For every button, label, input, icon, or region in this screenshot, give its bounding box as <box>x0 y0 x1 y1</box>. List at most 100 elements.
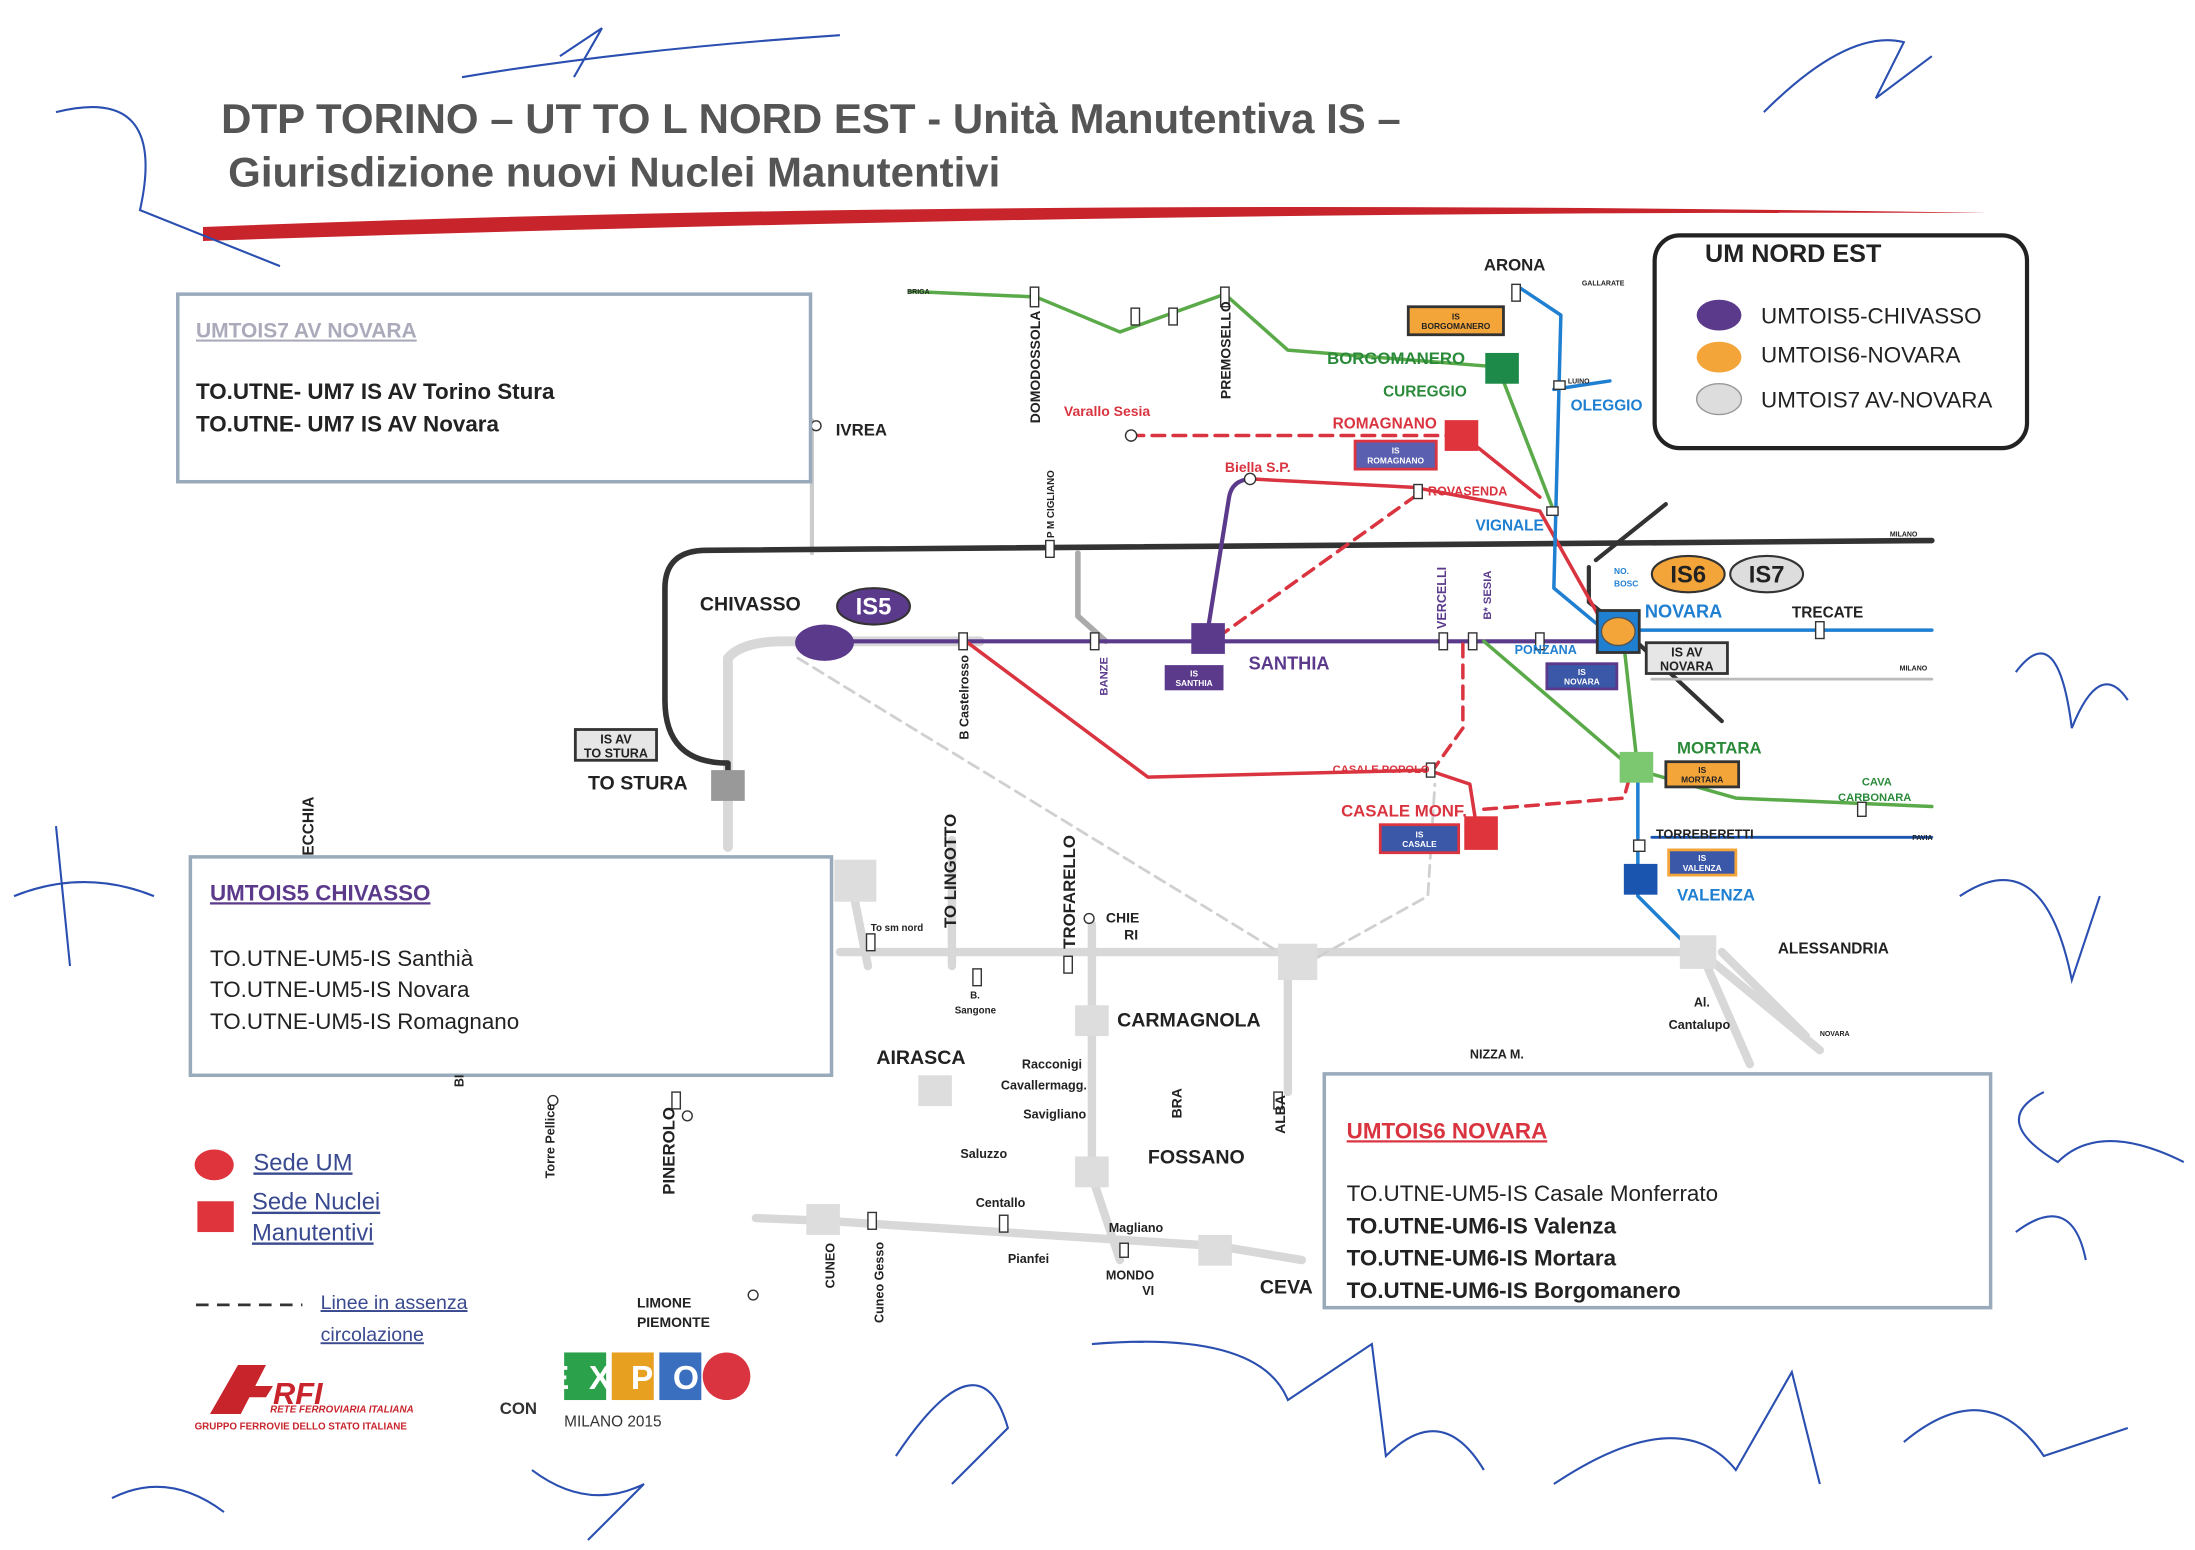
title: Giurisdizione nuovi Nuclei Manutentivi <box>228 148 1000 195</box>
station-label: TO STURA <box>588 773 688 795</box>
con: CON <box>500 1399 537 1418</box>
station-label: Cantalupo <box>1669 1018 1731 1032</box>
station-label: CAVA <box>1862 776 1892 788</box>
station-label: ROVASENDA <box>1428 485 1507 499</box>
rfi-group: GRUPPO FERROVIE DELLO STATO ITALIANE <box>195 1421 408 1432</box>
station-label: Varallo Sesia <box>1064 403 1151 419</box>
station-label: B* SESIA <box>1482 571 1494 620</box>
nucleus-label: SANTHIA <box>1175 678 1212 688</box>
station-label: BORGOMANERO <box>1327 349 1465 368</box>
panel-title: UMTOIS7 AV NOVARA <box>196 320 417 343</box>
station-label: ALESSANDRIA <box>1778 940 1889 957</box>
station-label: CARMAGNOLA <box>1117 1009 1261 1031</box>
station-label: ROMAGNANO <box>1333 416 1437 433</box>
station-label: Torre Pellice <box>543 1104 557 1179</box>
nucleus-label: BORGOMANERO <box>1421 321 1490 331</box>
legend-entry: UMTOIS5-CHIVASSO <box>1761 304 1981 329</box>
station-label: CARBONARA <box>1838 792 1911 804</box>
station-label: TORREBERETTI <box>1656 828 1754 842</box>
expo-city: MILANO 2015 <box>564 1414 661 1431</box>
station-label: VALENZA <box>1677 885 1755 904</box>
panel-item: TO.UTNE-UM5-IS Novara <box>210 977 470 1002</box>
nucleus-label: IS AV <box>600 733 632 747</box>
station-label: Racconigi <box>1022 1057 1082 1071</box>
nucleus-label: NOVARA <box>1564 677 1600 687</box>
station-label: Cuneo Gesso <box>872 1242 886 1323</box>
station-label: Saluzzo <box>960 1147 1007 1161</box>
station-label: PONZANA <box>1515 643 1577 657</box>
badge-label: IS5 <box>856 594 892 621</box>
station-label: Centallo <box>976 1196 1026 1210</box>
station-label: VI <box>1142 1284 1154 1298</box>
expo-logo: EXPO <box>547 1360 719 1397</box>
station-label: CHIE <box>1106 910 1139 926</box>
station-label: LUINO <box>1568 379 1590 386</box>
um-legend: UM NORD EST UMTOIS5-CHIVASSO UMTOIS6-NOV… <box>1655 235 2027 448</box>
legend-title: UM NORD EST <box>1705 240 1882 268</box>
legend-label: Manutentivi <box>252 1219 374 1246</box>
station-label: NIZZA M. <box>1470 1047 1524 1061</box>
legend-label: circolazione <box>321 1324 424 1346</box>
station-label: MILANO <box>1890 531 1918 538</box>
station-label: Savigliano <box>1023 1108 1086 1122</box>
station-label: LIMONE <box>637 1295 691 1311</box>
station-label: AIRASCA <box>876 1047 965 1069</box>
nucleus-label: IS AV <box>1671 646 1703 660</box>
station-label: CUNEO <box>823 1243 837 1289</box>
station-label: BRIGA <box>907 289 930 296</box>
station-label: To sm nord <box>871 923 924 934</box>
station-label: MONDO <box>1106 1269 1154 1283</box>
station-label: NOVARA <box>1820 1031 1850 1038</box>
nucleus-label: NOVARA <box>1660 660 1714 674</box>
nucleus-label: MORTARA <box>1681 775 1723 785</box>
nucleus-label: CASALE <box>1402 839 1437 849</box>
station-label: PIEMONTE <box>637 1314 710 1330</box>
station-label: DOMODOSSOLA <box>1027 311 1043 424</box>
panel-item: TO.UTNE- UM7 IS AV Novara <box>196 411 500 436</box>
station-label: Al. <box>1694 996 1710 1010</box>
station-label: Cavallermagg. <box>1001 1078 1087 1092</box>
station-label: PAVIA <box>1912 835 1932 842</box>
station-label: VIGNALE <box>1475 518 1543 535</box>
legend-label: Sede UM <box>253 1149 352 1176</box>
station-label: Sangone <box>955 1006 997 1017</box>
station-label: BANZE <box>1098 657 1110 696</box>
nucleus-label: ROMAGNANO <box>1367 456 1424 466</box>
station-label: Pianfei <box>1008 1252 1049 1266</box>
station-label: OLEGGIO <box>1571 397 1643 414</box>
nucleus-label: IS <box>1452 311 1460 321</box>
legend-label: Linee in assenza <box>321 1292 468 1314</box>
legend-label: Sede Nuclei <box>252 1189 380 1216</box>
station-label: PREMOSELLO <box>1217 301 1233 399</box>
station-label: B Castelrosso <box>958 655 972 740</box>
panel-item: TO.UTNE-UM6-IS Valenza <box>1347 1213 1617 1238</box>
station-label: VERCELLI <box>1435 567 1449 629</box>
station-label: P M CIGLIANO <box>1046 470 1057 538</box>
panel-item: TO.UTNE-UM5-IS Romagnano <box>210 1009 519 1034</box>
panel-title: UMTOIS6 NOVARA <box>1347 1118 1548 1143</box>
nucleus-label: IS <box>1416 829 1424 839</box>
panel-item: TO.UTNE-UM5-IS Santhià <box>210 946 474 971</box>
station-label: FOSSANO <box>1148 1146 1245 1168</box>
station-label: PINEROLO <box>660 1107 679 1195</box>
station-label: NOVARA <box>1645 602 1722 622</box>
nucleus-label: IS <box>1698 853 1706 863</box>
station-label: CUREGGIO <box>1383 383 1467 400</box>
nucleus-label: IS <box>1698 765 1706 775</box>
nucleus-label: TO STURA <box>584 747 648 761</box>
station-label: B. <box>970 990 980 1001</box>
panel-title: UMTOIS5 CHIVASSO <box>210 880 430 905</box>
station-label: CHIVASSO <box>700 594 801 616</box>
nucleus-label: IS <box>1190 668 1198 678</box>
station-label: CEVA <box>1260 1277 1313 1299</box>
nucleus-label: VALENZA <box>1683 863 1722 873</box>
station-label: IVREA <box>836 421 887 440</box>
station-label: BOSC <box>1614 579 1638 589</box>
badge-label: IS6 <box>1670 562 1706 589</box>
panel-item: TO.UTNE-UM5-IS Casale Monferrato <box>1347 1181 1718 1206</box>
station-label: CASALE POPOLO <box>1333 764 1430 776</box>
station-label: ARONA <box>1484 255 1546 274</box>
rfi-name: RETE FERROVIARIA ITALIANA <box>270 1405 413 1416</box>
page: DTP TORINO – UT TO L NORD EST - Unità Ma… <box>0 0 2195 1550</box>
nucleus-label: IS <box>1392 446 1400 456</box>
